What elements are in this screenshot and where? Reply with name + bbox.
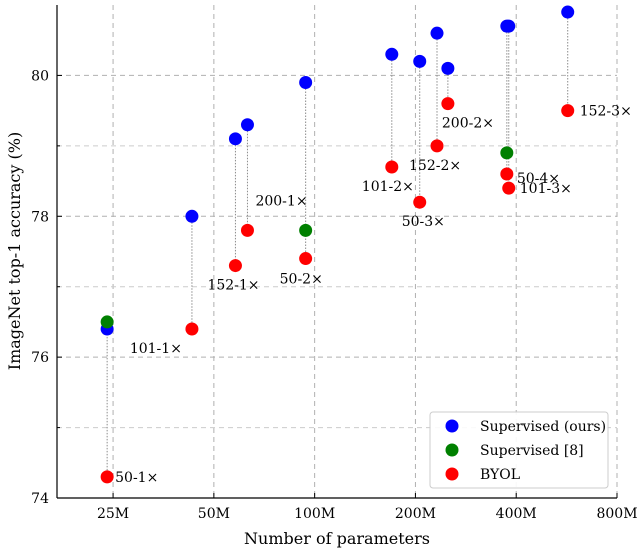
grid-layer bbox=[57, 5, 618, 498]
supervised-ours-point bbox=[228, 132, 242, 146]
supervised-ours-point bbox=[441, 61, 455, 75]
point-label: 152-1× bbox=[207, 278, 259, 294]
point-label: 200-1× bbox=[255, 193, 307, 209]
x-tick-label: 100M bbox=[294, 506, 335, 522]
legend-entry: Supervised (ours) bbox=[480, 419, 606, 435]
supervised-8-point bbox=[500, 146, 514, 160]
supervised-ours-point bbox=[502, 19, 516, 33]
supervised-8-point bbox=[299, 223, 313, 237]
byol-point bbox=[185, 322, 199, 336]
legend-marker bbox=[445, 443, 459, 457]
legend-entry: Supervised [8] bbox=[480, 443, 584, 459]
point-label: 101-1× bbox=[130, 341, 182, 357]
legend-marker bbox=[445, 419, 459, 433]
legend-entry: BYOL bbox=[480, 467, 520, 483]
byol-point bbox=[240, 223, 254, 237]
supervised-ours-point bbox=[185, 209, 199, 223]
y-tick-label: 78 bbox=[31, 209, 49, 225]
x-tick-label: 50M bbox=[198, 506, 230, 522]
y-tick-label: 76 bbox=[31, 350, 49, 366]
supervised-ours-point bbox=[240, 118, 254, 132]
legend-box bbox=[429, 411, 609, 489]
x-tick-label: 800M bbox=[596, 506, 637, 522]
point-layer bbox=[100, 5, 575, 484]
y-tick-label: 74 bbox=[31, 491, 49, 507]
legend-marker bbox=[445, 467, 459, 481]
x-axis-label: Number of parameters bbox=[244, 529, 430, 548]
y-axis-label: ImageNet top-1 accuracy (%) bbox=[5, 132, 24, 370]
byol-point bbox=[502, 181, 516, 195]
supervised-ours-point bbox=[430, 26, 444, 40]
point-label: 50-4× bbox=[517, 171, 560, 187]
point-label: 101-2× bbox=[362, 179, 414, 195]
tick-layer: 25M 50M 100M 200M 400M 800M 74 76 78 80 bbox=[31, 68, 637, 522]
byol-point bbox=[430, 139, 444, 153]
point-label: 200-2× bbox=[442, 116, 494, 132]
point-label: 50-1× bbox=[115, 470, 158, 486]
x-tick-label: 25M bbox=[97, 506, 129, 522]
byol-point bbox=[561, 104, 575, 118]
point-label-layer: 50-1× 101-1× 152-1× 200-1× 50-2× 101-2× 50-3× 1… bbox=[115, 104, 632, 486]
byol-point bbox=[385, 160, 399, 174]
byol-point bbox=[441, 97, 455, 111]
supervised-8-point bbox=[100, 315, 114, 329]
supervised-ours-point bbox=[385, 47, 399, 61]
point-label: 50-2× bbox=[280, 272, 323, 288]
byol-point bbox=[228, 259, 242, 273]
byol-point bbox=[500, 167, 514, 181]
legend: Supervised (ours) Supervised [8] BYOL bbox=[429, 411, 609, 489]
byol-point bbox=[413, 195, 427, 209]
point-label: 101-3× bbox=[520, 181, 572, 197]
byol-point bbox=[100, 470, 114, 484]
y-tick-label: 80 bbox=[31, 68, 49, 84]
x-tick-label: 400M bbox=[496, 506, 537, 522]
plot-frame bbox=[56, 5, 617, 499]
byol-point bbox=[299, 252, 313, 266]
supervised-ours-point bbox=[413, 54, 427, 68]
supervised-ours-point bbox=[561, 5, 575, 19]
point-label: 152-2× bbox=[409, 158, 461, 174]
x-tick-label: 200M bbox=[395, 506, 436, 522]
connector-layer bbox=[106, 12, 569, 477]
point-label: 152-3× bbox=[580, 104, 632, 120]
supervised-ours-point bbox=[299, 75, 313, 89]
point-label: 50-3× bbox=[402, 214, 445, 230]
